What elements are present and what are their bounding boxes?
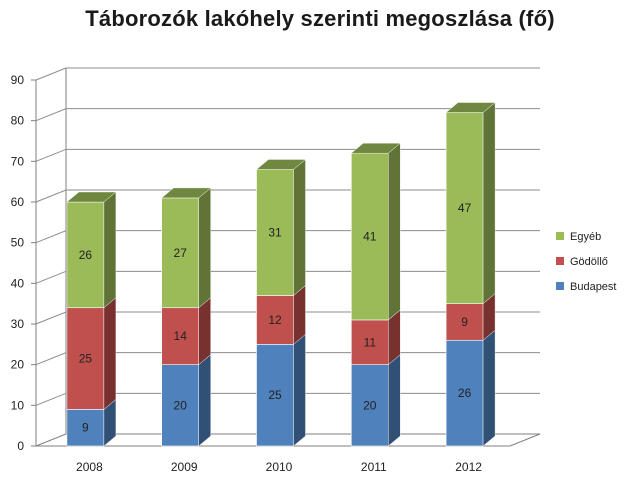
x-tick-label: 2012 — [455, 460, 482, 474]
y-tick-label: 40 — [11, 276, 25, 290]
data-label: 25 — [268, 388, 282, 402]
legend-swatch-gödöllő — [556, 257, 564, 265]
bar-front — [161, 307, 199, 365]
bar-top — [161, 187, 212, 199]
bar-side — [482, 329, 496, 447]
gridlines — [35, 67, 541, 447]
bar-top — [445, 102, 496, 113]
bar-side — [293, 159, 306, 296]
x-tick-label: 2010 — [266, 460, 293, 474]
y-tick-label: 80 — [11, 114, 25, 128]
legend-label-budapest: Budapest — [570, 281, 616, 293]
x-tick-label: 2009 — [171, 460, 198, 474]
bar-side — [388, 354, 401, 447]
bar-front — [350, 152, 389, 321]
bar-segment-egyéb: 26 — [66, 191, 117, 309]
bar-top — [255, 159, 307, 170]
y-tick-label: 70 — [11, 154, 25, 168]
legend-swatch-budapest — [556, 282, 564, 290]
bar-segment-egyéb: 27 — [161, 187, 212, 309]
data-label: 27 — [174, 246, 188, 260]
y-tick-label: 90 — [11, 73, 25, 87]
bar-front — [66, 307, 105, 410]
bar-segment-budapest: 25 — [256, 333, 306, 447]
bar-segment-gödöllő: 14 — [161, 297, 211, 366]
data-label: 31 — [268, 226, 282, 240]
bar-side — [198, 297, 211, 366]
bar-segment-budapest: 9 — [66, 398, 117, 447]
data-label: 11 — [364, 335, 377, 349]
data-label: 26 — [458, 386, 472, 400]
bar-top — [66, 191, 117, 203]
legend-label-egyéb: Egyéb — [570, 231, 601, 243]
bar-side — [293, 333, 306, 447]
y-tick-label: 0 — [17, 439, 24, 453]
bar-segment-gödöllő: 11 — [350, 309, 401, 366]
bar-side — [103, 191, 117, 309]
y-tick-label: 50 — [11, 236, 25, 250]
bar-segment-egyéb: 41 — [350, 142, 401, 321]
bar-segment-budapest: 20 — [161, 354, 211, 447]
bar-top — [350, 142, 401, 154]
bar-front — [256, 344, 294, 447]
bar-segment-gödöllő: 25 — [66, 297, 117, 410]
data-label: 9 — [461, 315, 468, 329]
x-axis: 2008 2009 2010 2011 2012 — [76, 460, 482, 474]
bar-side — [293, 285, 306, 345]
data-label: 47 — [458, 201, 472, 215]
bar-segment-egyéb: 31 — [255, 159, 307, 296]
data-label: 26 — [79, 248, 93, 262]
bars: 9 25 26 20 14 27 25 12 31 20 11 41 26 9 47 — [66, 102, 496, 447]
chart-title: Táborozók lakóhely szerinti megoszlása (… — [85, 6, 555, 31]
y-tick-label: 20 — [11, 358, 25, 372]
x-tick-label: 2008 — [76, 460, 103, 474]
data-label: 25 — [79, 352, 93, 366]
data-label: 20 — [363, 398, 377, 412]
bar-front — [161, 364, 199, 447]
y-tick-label: 30 — [11, 317, 25, 331]
y-tick-label: 10 — [11, 398, 25, 412]
data-label: 20 — [174, 398, 188, 412]
gridline — [35, 108, 540, 122]
bar-segment-budapest: 26 — [445, 329, 496, 447]
y-tick-label: 60 — [11, 195, 25, 209]
data-label: 9 — [82, 421, 89, 435]
bar-side — [198, 354, 211, 447]
legend-swatch-egyéb — [556, 232, 564, 240]
bar-segment-gödöllő: 12 — [256, 285, 306, 345]
legend-label-gödöllő: Gödöllő — [570, 256, 608, 268]
bar-front — [256, 295, 294, 345]
y-axis: 0 10 20 30 40 50 60 70 80 90 — [11, 73, 37, 453]
bar-front — [445, 303, 484, 341]
bar-front — [445, 339, 484, 447]
data-label: 14 — [174, 329, 188, 343]
legend: Egyéb Gödöllő Budapest — [556, 231, 616, 293]
bar-side — [103, 297, 117, 410]
data-label: 12 — [268, 313, 282, 327]
data-label: 41 — [363, 230, 377, 244]
bar-segment-egyéb: 47 — [445, 102, 496, 305]
x-tick-label: 2011 — [361, 460, 387, 474]
bar-segment-gödöllő: 9 — [445, 293, 496, 341]
bar-side — [482, 102, 496, 305]
gridline — [35, 67, 540, 81]
bar-front — [66, 201, 105, 309]
bar-front — [256, 169, 294, 296]
bar-side — [388, 142, 401, 321]
bar-segment-budapest: 20 — [350, 354, 401, 447]
bar-side — [198, 187, 211, 309]
